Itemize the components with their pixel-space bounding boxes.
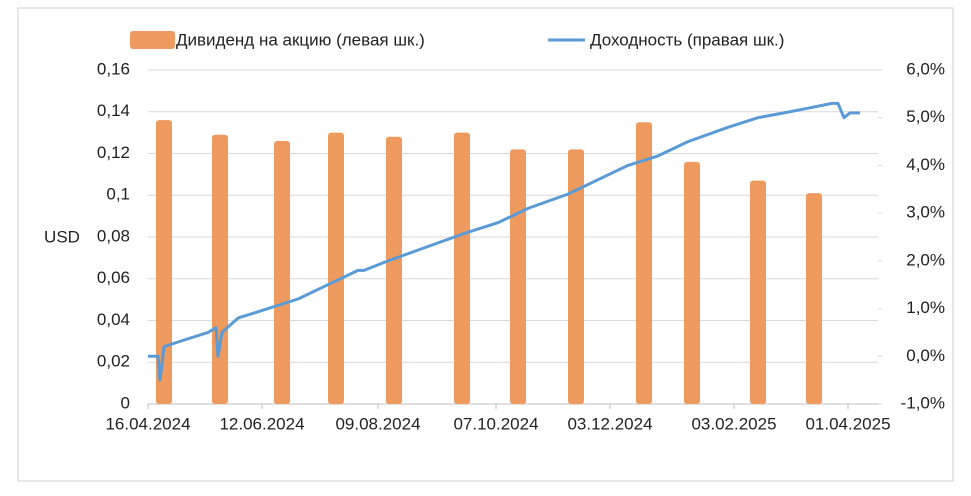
- y-tick-label: 0,02: [97, 352, 130, 371]
- chart-border: [17, 7, 954, 482]
- legend-label: Доходность (правая шк.): [590, 30, 784, 49]
- y2-tick-label: 2,0%: [906, 250, 945, 269]
- bar: [274, 140, 290, 404]
- y2-tick-label: 6,0%: [906, 59, 945, 78]
- x-tick-label: 03.12.2024: [567, 414, 652, 433]
- y2-tick-label: 3,0%: [906, 203, 945, 222]
- legend-label: Дивиденд на акцию (левая шк.): [176, 30, 425, 49]
- y-tick-label: 0,14: [97, 101, 130, 120]
- bar: [750, 180, 766, 404]
- y-tick-label: 0,08: [97, 226, 130, 245]
- legend-swatch: [130, 31, 175, 49]
- bar: [156, 120, 172, 404]
- y-tick-label: 0,16: [97, 59, 130, 78]
- y-axis-label: USD: [44, 227, 80, 246]
- y2-tick-label: 1,0%: [906, 298, 945, 317]
- bar: [568, 149, 584, 404]
- y-tick-label: 0,06: [97, 268, 130, 287]
- x-tick-label: 09.08.2024: [335, 414, 420, 433]
- bar: [684, 161, 700, 404]
- bar: [386, 136, 402, 405]
- line: [148, 101, 860, 382]
- y-tick-label: 0,1: [106, 185, 130, 204]
- y2-tick-label: 0,0%: [906, 346, 945, 365]
- y-tick-label: 0,04: [97, 310, 130, 329]
- y2-tick-label: -1,0%: [901, 393, 945, 412]
- y-tick-label: 0: [121, 393, 130, 412]
- x-tick-label: 03.02.2025: [691, 414, 776, 433]
- x-tick-label: 12.06.2024: [219, 414, 304, 433]
- bar: [454, 132, 470, 404]
- y2-tick-label: 4,0%: [906, 155, 945, 174]
- bar: [328, 132, 344, 404]
- y2-tick-label: 5,0%: [906, 107, 945, 126]
- y-tick-label: 0,12: [97, 143, 130, 162]
- x-tick-label: 07.10.2024: [453, 414, 538, 433]
- bar: [510, 149, 526, 404]
- bar: [636, 122, 652, 404]
- bar: [806, 193, 822, 404]
- x-tick-label: 16.04.2024: [105, 414, 190, 433]
- x-tick-label: 01.04.2025: [805, 414, 890, 433]
- bar: [212, 134, 228, 404]
